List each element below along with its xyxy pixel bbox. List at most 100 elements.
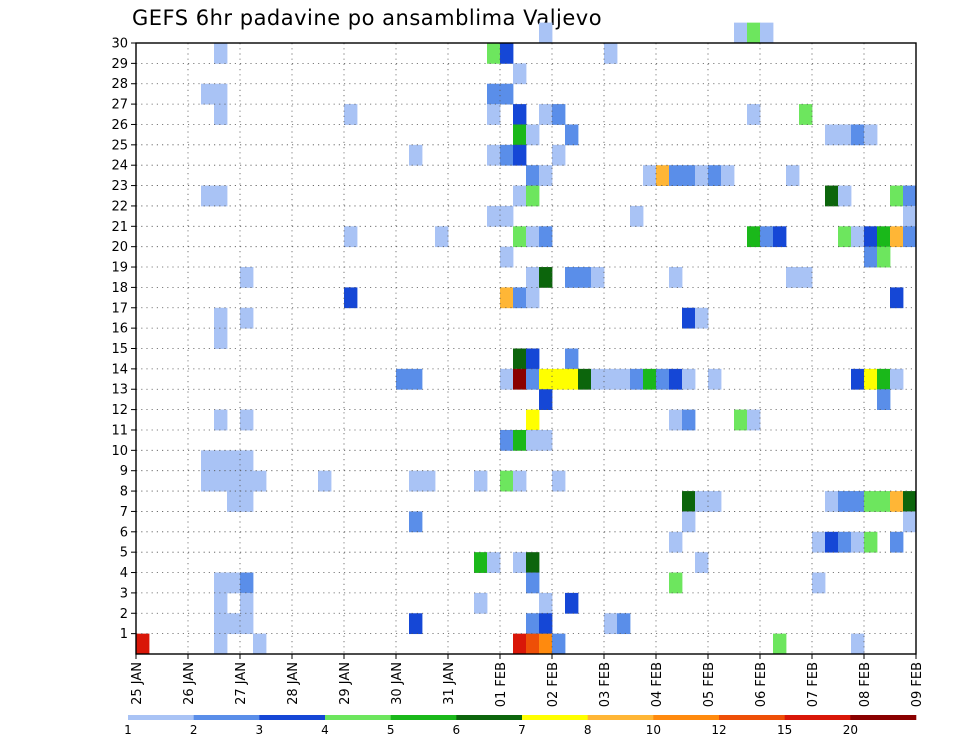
heatmap-cell [838, 226, 852, 248]
heatmap-cell [513, 470, 527, 492]
y-tick-label: 9 [120, 464, 128, 479]
heatmap-cell [201, 470, 215, 492]
x-tick-label: 04 FEB [650, 662, 665, 707]
y-tick-label: 13 [111, 383, 128, 398]
heatmap-cell [669, 267, 683, 288]
heatmap-cell [864, 491, 878, 512]
y-tick-label: 10 [111, 444, 128, 459]
heatmap-cell [552, 633, 566, 655]
y-tick-label: 11 [111, 423, 128, 438]
heatmap-cell [617, 368, 631, 390]
heatmap-cell [500, 470, 514, 492]
heatmap-cell [474, 470, 488, 492]
y-tick-label: 28 [111, 77, 128, 92]
heatmap-cell [747, 409, 761, 431]
heatmap-cell [669, 368, 683, 390]
y-tick-label: 4 [120, 566, 128, 581]
heatmap-cell [253, 633, 267, 655]
chart-title: GEFS 6hr padavine po ansamblima Valjevo [132, 6, 603, 30]
heatmap-cell [136, 633, 150, 655]
heatmap-cell [643, 368, 657, 390]
heatmap-cell [240, 572, 254, 594]
heatmap-cell [812, 572, 826, 594]
y-tick-label: 8 [120, 485, 128, 500]
heatmap-cell [656, 165, 670, 186]
heatmap-cell [539, 22, 553, 44]
heatmap-cell [578, 368, 592, 390]
heatmap-cell [214, 83, 228, 105]
heatmap-cell [786, 165, 800, 186]
heatmap-cell [227, 491, 241, 512]
heatmap-cell [240, 613, 254, 635]
heatmap-cell [253, 470, 267, 492]
heatmap-cell [539, 267, 553, 288]
heatmap-cell [617, 613, 631, 635]
colorbar-swatch [259, 715, 326, 720]
heatmap-cell [890, 185, 904, 207]
heatmap-cell [682, 491, 696, 512]
heatmap-cell [409, 470, 423, 492]
heatmap-cell [240, 409, 254, 431]
heatmap-cell [214, 43, 228, 64]
colorbar-label: 10 [646, 723, 661, 737]
heatmap-cell [526, 165, 540, 186]
heatmap-cell [539, 165, 553, 186]
colorbar-label: 2 [190, 723, 198, 737]
heatmap-cell [903, 226, 917, 248]
colorbar-swatch [522, 715, 588, 720]
heatmap-cell [552, 144, 566, 166]
colorbar-swatch [325, 715, 391, 720]
heatmap-cell [526, 124, 540, 146]
heatmap-cell [604, 43, 618, 64]
y-tick-label: 3 [120, 586, 128, 601]
heatmap-cell [513, 552, 527, 573]
heatmap-cell [409, 144, 423, 166]
heatmap-cell [240, 450, 254, 472]
heatmap-cell [526, 348, 540, 370]
heatmap-cell [864, 124, 878, 146]
heatmap-cell [890, 531, 904, 553]
heatmap-cell [877, 226, 891, 248]
heatmap-cell [708, 165, 722, 186]
heatmap-cell [526, 633, 540, 655]
colorbar-label: 5 [387, 723, 395, 737]
y-tick-label: 26 [111, 118, 128, 133]
heatmap-cell [344, 104, 358, 125]
colorbar-label: 15 [777, 723, 792, 737]
heatmap-cell [422, 470, 436, 492]
heatmap-cell [201, 83, 215, 105]
heatmap-cell [240, 267, 254, 288]
heatmap-cell [851, 226, 865, 248]
heatmap-cell [500, 205, 514, 227]
heatmap-cell [214, 307, 228, 329]
heatmap-cell [513, 348, 527, 370]
colorbar-swatch [193, 715, 260, 720]
heatmap-cell [214, 572, 228, 594]
heatmap-cell [539, 104, 553, 125]
heatmap-cell [630, 205, 644, 227]
heatmap-cell [539, 368, 553, 390]
heatmap-cell [513, 226, 527, 248]
heatmap-cell [201, 450, 215, 472]
heatmap-cell [747, 226, 761, 248]
heatmap-cell [513, 633, 527, 655]
colorbar-label: 1 [124, 723, 132, 737]
heatmap-cell [409, 511, 423, 533]
heatmap-cell [526, 287, 540, 309]
heatmap-cell [500, 144, 514, 166]
colorbar-swatch [456, 715, 523, 720]
heatmap-cell [318, 470, 332, 492]
x-tick-label: 08 FEB [858, 662, 873, 707]
y-tick-label: 25 [111, 138, 128, 153]
heatmap-cell [825, 531, 839, 553]
y-tick-label: 7 [120, 505, 128, 520]
heatmap-cell [838, 124, 852, 146]
heatmap-cell [864, 368, 878, 390]
heatmap-cell [760, 226, 774, 248]
heatmap-cell [695, 552, 709, 573]
heatmap-cell [773, 226, 787, 248]
heatmap-cell [409, 613, 423, 635]
colorbar-label: 3 [256, 723, 264, 737]
heatmap-cell [903, 205, 917, 227]
heatmap-cell [903, 511, 917, 533]
